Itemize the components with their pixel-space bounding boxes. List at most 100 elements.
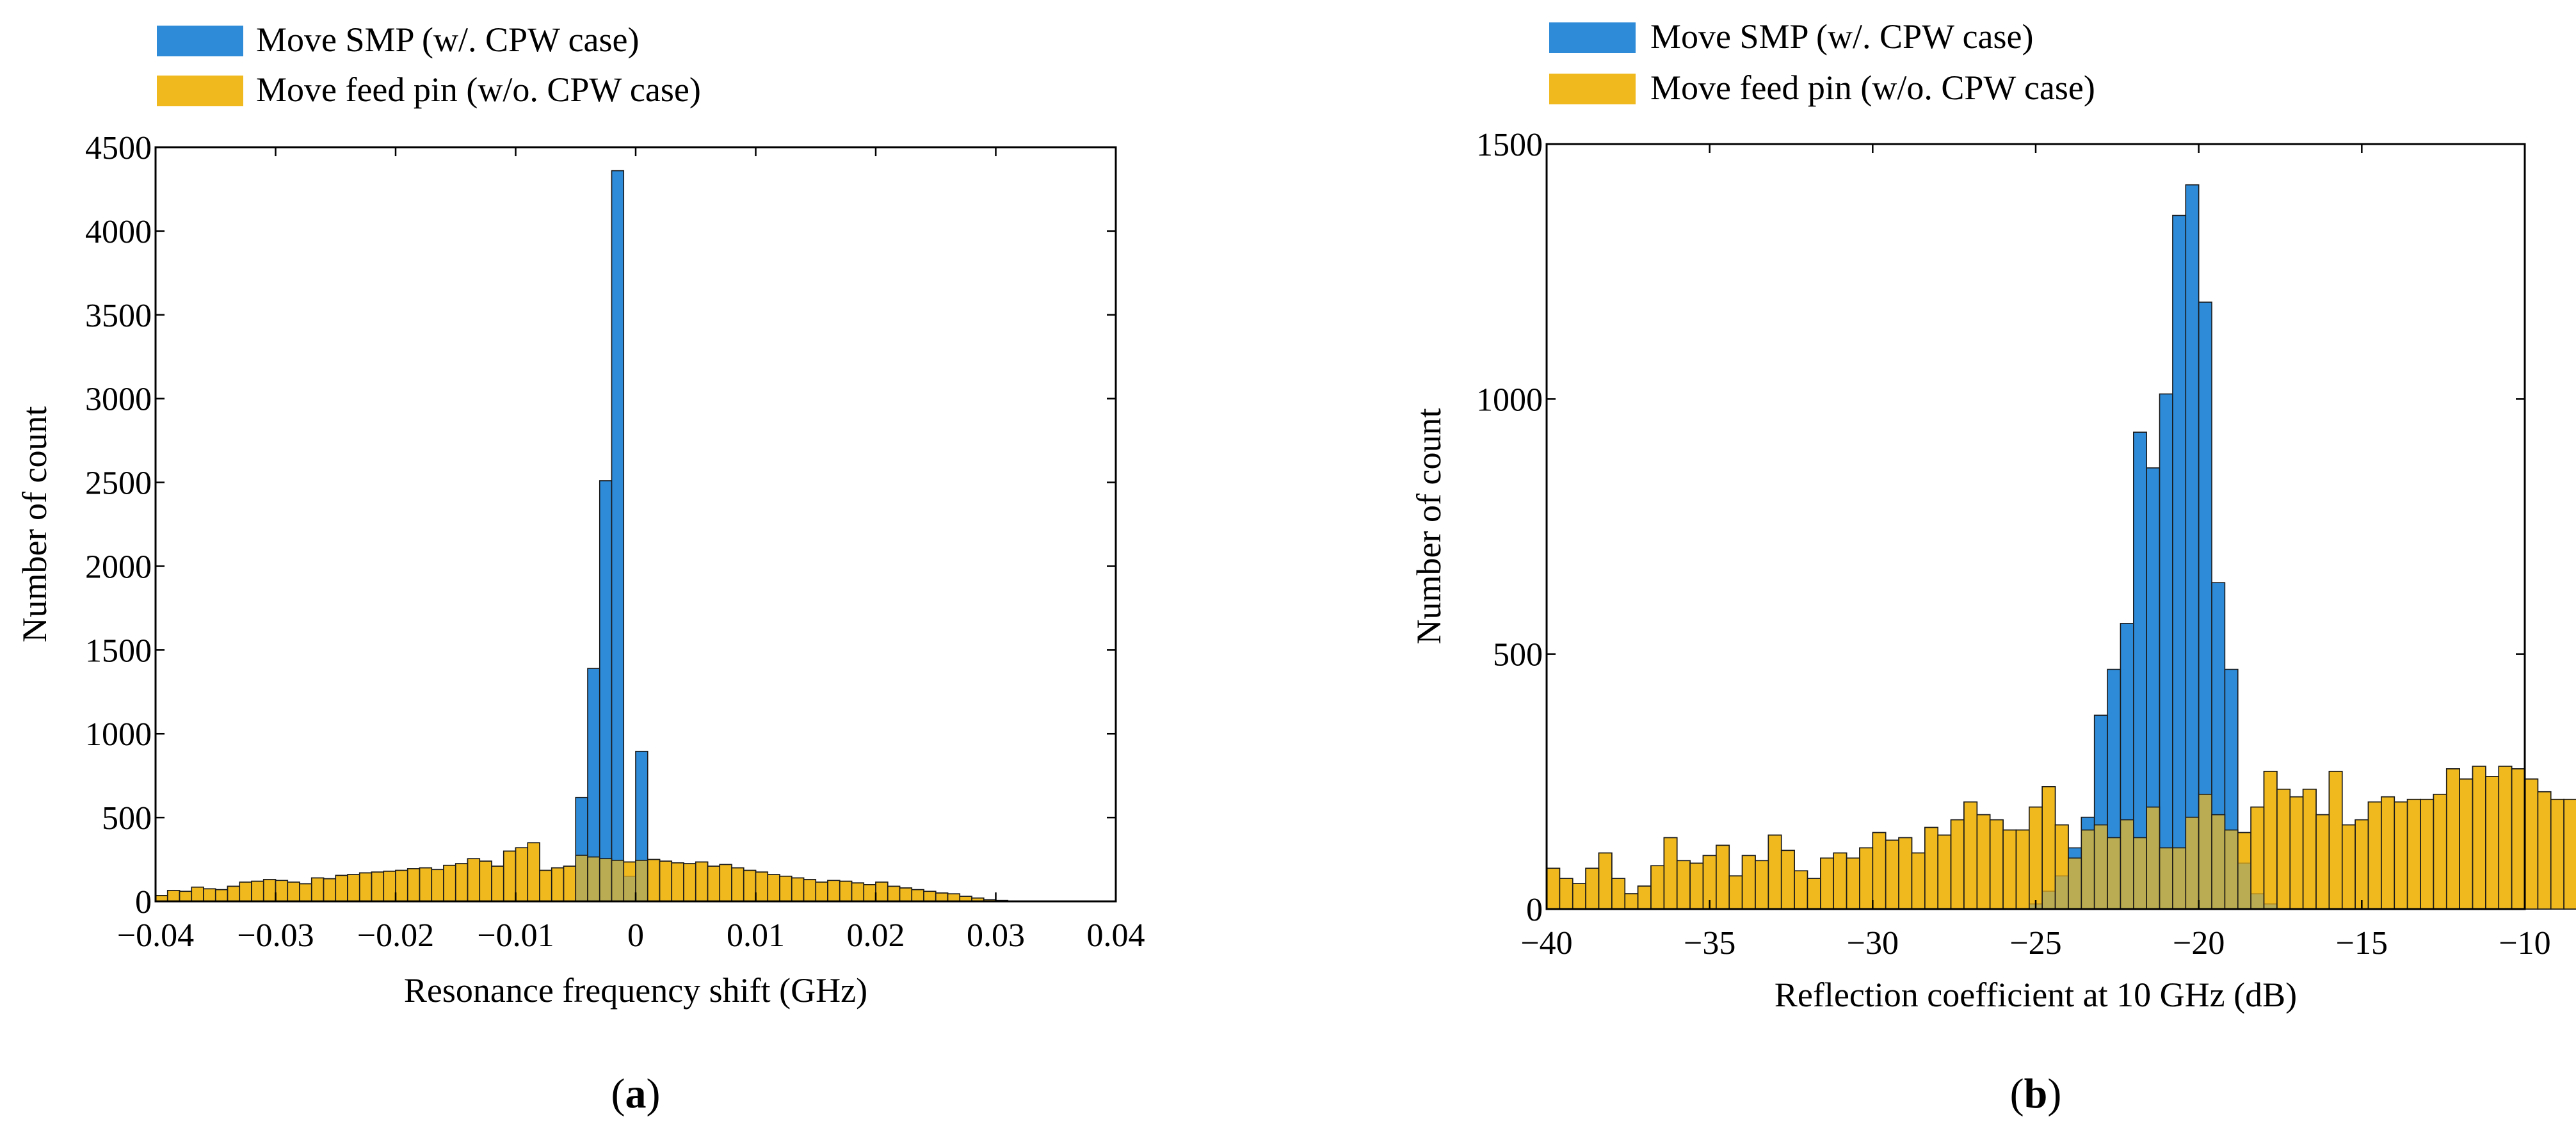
chart-b-bar-feed-pin-overlay bbox=[1976, 814, 1991, 910]
chart-b-bar-feed-pin-overlay bbox=[1807, 878, 1821, 910]
legend-a-swatch-blue bbox=[157, 26, 243, 56]
chart-a-bar-feed-pin-overlay bbox=[191, 886, 204, 902]
chart-b-bar-feed-pin-overlay bbox=[2093, 824, 2108, 910]
chart-b: Move SMP (w/. CPW case) Move feed pin (w… bbox=[1410, 17, 2576, 1117]
chart-a-y-axis-label: Number of count bbox=[15, 407, 54, 643]
chart-b-bar-feed-pin-overlay bbox=[2498, 766, 2513, 910]
chart-b-bar-feed-pin-overlay bbox=[1741, 855, 1756, 910]
chart-b-bar-feed-pin-overlay bbox=[2445, 768, 2460, 910]
chart-a-bar-feed-pin-overlay bbox=[707, 866, 721, 902]
chart-a-bar-feed-pin-overlay bbox=[335, 874, 348, 902]
chart-a-bar-feed-pin-overlay bbox=[214, 889, 229, 902]
chart-b-bar-feed-pin-overlay bbox=[2537, 791, 2552, 910]
chart-b-bar-feed-pin-overlay bbox=[1820, 857, 1835, 910]
chart-a-bar-feed-pin-overlay bbox=[779, 875, 793, 902]
chart-a-x-tick-label: −0.02 bbox=[357, 917, 434, 954]
chart-b-bar-feed-pin-overlay bbox=[1689, 862, 1704, 910]
chart-a-y-tick-label: 1500 bbox=[85, 632, 152, 669]
chart-a-bar-feed-pin-overlay bbox=[275, 880, 289, 902]
chart-a-x-tick-label: 0.01 bbox=[727, 917, 785, 954]
legend-a-label-blue: Move SMP (w/. CPW case) bbox=[256, 20, 639, 59]
chart-b-y-tick-label: 1500 bbox=[1476, 127, 1543, 163]
chart-a-y-tick-label: 4000 bbox=[85, 214, 152, 250]
chart-a-bar-feed-pin-overlay bbox=[719, 864, 732, 902]
chart-a-bar-feed-pin-overlay bbox=[551, 867, 565, 902]
chart-b-bar-feed-pin-overlay bbox=[1937, 834, 1952, 910]
chart-a-bar-feed-pin-overlay bbox=[839, 880, 853, 902]
chart-b-bar-feed-pin-overlay bbox=[1846, 857, 1860, 910]
chart-a-bar-feed-pin-overlay bbox=[251, 880, 264, 902]
chart-a-y-tick-label: 500 bbox=[102, 800, 152, 837]
chart-b-bar-feed-pin-overlay bbox=[1559, 878, 1574, 910]
chart-b-bar-smp bbox=[2159, 393, 2173, 910]
chart-b-bar-feed-pin-overlay bbox=[2029, 806, 2043, 910]
chart-b-bar-feed-pin-overlay bbox=[1572, 883, 1586, 910]
chart-b-bar-feed-pin-overlay bbox=[1755, 860, 1769, 910]
chart-b-bar-feed-pin-overlay bbox=[1911, 852, 1926, 910]
legend-b-label-orange: Move feed pin (w/o. CPW case) bbox=[1650, 68, 2095, 107]
chart-a-y-tick-label: 1000 bbox=[85, 716, 152, 753]
chart-a-bar-feed-pin-overlay bbox=[347, 874, 360, 902]
chart-b-x-tick-label: −20 bbox=[2173, 925, 2225, 962]
chart-b-bar-feed-pin-overlay bbox=[2172, 847, 2187, 910]
chart-b-bar-feed-pin-overlay bbox=[2015, 829, 2030, 910]
chart-a-bar-feed-pin-overlay bbox=[575, 855, 588, 902]
chart-a-bar-feed-pin-overlay bbox=[635, 860, 648, 902]
chart-a-bar-feed-pin-overlay bbox=[239, 882, 252, 902]
chart-a-bar-feed-pin-overlay bbox=[371, 871, 385, 902]
chart-a-bar-feed-pin-overlay bbox=[563, 866, 577, 902]
chart-b-bar-feed-pin-overlay bbox=[2224, 829, 2239, 910]
chart-b-bar-feed-pin-overlay bbox=[1716, 844, 1730, 910]
chart-a-bar-feed-pin-overlay bbox=[287, 882, 300, 902]
chart-a-bar-feed-pin-overlay bbox=[851, 882, 865, 902]
chart-b-bar-feed-pin-overlay bbox=[2328, 771, 2343, 910]
chart-a-bar-feed-pin-overlay bbox=[887, 885, 901, 902]
chart-b-bar-feed-pin-overlay bbox=[2367, 801, 2382, 910]
chart-b-bar-feed-pin-overlay bbox=[1767, 834, 1782, 910]
chart-b-bar-feed-pin-overlay bbox=[1833, 852, 1847, 910]
chart-b-bar-feed-pin-overlay bbox=[2002, 829, 2017, 910]
chart-b-y-tick-labels: 0 500 1000 1500 bbox=[1476, 127, 1543, 928]
chart-b-bar-feed-pin-overlay bbox=[2054, 824, 2069, 910]
panel-label-a: (a) bbox=[611, 1070, 661, 1117]
chart-a-bar-feed-pin-overlay bbox=[899, 887, 913, 902]
chart-b-bar-feed-pin-overlay bbox=[1585, 867, 1600, 910]
chart-a-y-tick-label: 2500 bbox=[85, 465, 152, 502]
chart-b-bar-feed-pin-overlay bbox=[2237, 832, 2251, 910]
legend-b: Move SMP (w/. CPW case) Move feed pin (w… bbox=[1549, 17, 2095, 107]
chart-a-bar-feed-pin-overlay bbox=[395, 869, 408, 902]
chart-a-bar-feed-pin-overlay bbox=[791, 877, 805, 902]
legend-a: Move SMP (w/. CPW case) Move feed pin (w… bbox=[157, 20, 701, 109]
chart-a-bar-feed-pin-overlay bbox=[947, 893, 961, 902]
chart-a-bar-feed-pin-overlay bbox=[923, 890, 937, 902]
chart-b-bar-feed-pin-overlay bbox=[2081, 829, 2095, 910]
chart-b-bar-feed-pin-overlay bbox=[1794, 870, 1808, 910]
chart-a-bar-feed-pin-overlay bbox=[875, 882, 889, 902]
chart-b-x-tick-label: −35 bbox=[1684, 925, 1735, 962]
chart-b-bar-feed-pin-overlay bbox=[2433, 793, 2447, 910]
chart-b-x-tick-label: −15 bbox=[2336, 925, 2388, 962]
chart-a-x-tick-label: 0.02 bbox=[847, 917, 905, 954]
chart-b-series-blue bbox=[1546, 184, 2576, 910]
chart-a-bar-feed-pin-overlay bbox=[443, 864, 456, 902]
chart-a-ticks bbox=[154, 146, 1117, 903]
chart-a-x-tick-label: −0.01 bbox=[477, 917, 554, 954]
chart-a-bar-feed-pin-overlay bbox=[827, 880, 841, 902]
chart-b-bar-feed-pin-overlay bbox=[1989, 819, 2004, 910]
chart-a-bar-feed-pin-overlay bbox=[743, 869, 757, 902]
chart-a-bar-feed-pin-overlay bbox=[599, 858, 613, 902]
chart-b-bar-feed-pin-overlay bbox=[1624, 893, 1639, 910]
chart-b-bar-feed-pin-overlay bbox=[2120, 819, 2134, 910]
chart-a-series-blue bbox=[155, 170, 1009, 902]
chart-b-bar-smp bbox=[2185, 184, 2200, 910]
chart-b-bar-feed-pin-overlay bbox=[2315, 814, 2330, 910]
chart-a-bar-feed-pin-overlay bbox=[863, 884, 876, 902]
chart-a-y-tick-labels: 0 500 1000 1500 2000 2500 3000 3500 4000 4500 bbox=[85, 130, 152, 921]
chart-b-x-tick-label: −10 bbox=[2499, 925, 2550, 962]
chart-b-bar-feed-pin-overlay bbox=[2550, 798, 2564, 910]
chart-a-y-tick-label: 3000 bbox=[85, 382, 152, 418]
chart-a-bar-feed-pin-overlay bbox=[262, 879, 277, 902]
chart-b-x-axis-label: Reflection coefficient at 10 GHz (dB) bbox=[1775, 976, 2297, 1014]
chart-b-bar-feed-pin-overlay bbox=[2146, 806, 2161, 910]
chart-b-series-orange-overlay bbox=[1546, 766, 2576, 910]
